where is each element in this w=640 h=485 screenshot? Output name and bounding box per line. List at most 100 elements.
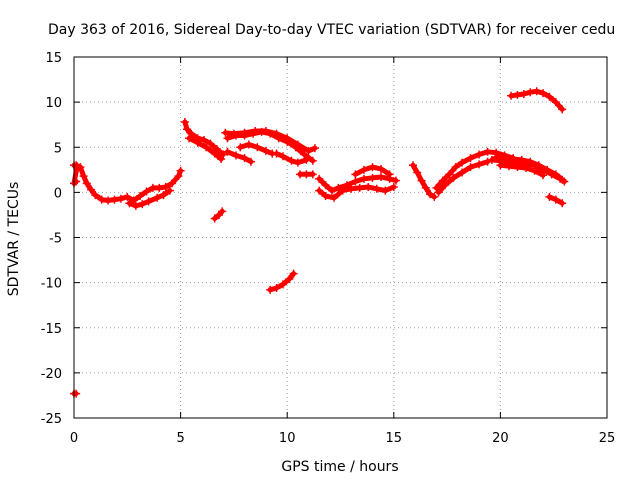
- series-arc-11h-to-15h: [315, 173, 400, 195]
- data-point: [432, 183, 441, 192]
- data-point: [185, 134, 194, 143]
- data-point: [136, 191, 145, 200]
- data-point: [545, 192, 554, 201]
- series-arc-11h-to-15h-lower: [315, 182, 398, 202]
- data-point: [272, 129, 281, 138]
- data-point: [193, 138, 202, 147]
- data-point: [161, 182, 170, 191]
- data-point: [125, 199, 134, 208]
- data-point: [176, 166, 185, 175]
- data-point: [304, 146, 313, 155]
- series-line: [225, 149, 254, 165]
- data-point: [302, 155, 311, 164]
- y-axis-label: SDTVAR / TECUs: [6, 182, 22, 297]
- y-tick-label: 5: [54, 141, 62, 156]
- data-point: [347, 184, 356, 193]
- data-point: [532, 87, 541, 96]
- data-point: [310, 144, 319, 153]
- data-point: [123, 192, 132, 201]
- data-point: [72, 389, 81, 398]
- data-point: [229, 129, 238, 138]
- data-point: [500, 154, 509, 163]
- data-point: [223, 134, 232, 143]
- data-point: [283, 134, 292, 143]
- data-point: [368, 173, 377, 182]
- data-point: [110, 195, 119, 204]
- data-point: [496, 161, 505, 170]
- data-point: [174, 172, 183, 181]
- data-point: [104, 196, 113, 205]
- data-point: [475, 150, 484, 159]
- data-point: [466, 163, 475, 172]
- x-tick-label: 10: [279, 431, 296, 446]
- data-point: [521, 164, 530, 173]
- y-tick-label: -20: [41, 367, 62, 382]
- data-point: [182, 125, 191, 134]
- data-point: [440, 181, 449, 190]
- data-point: [389, 182, 398, 191]
- data-point: [417, 176, 426, 185]
- data-point: [155, 183, 164, 192]
- data-point: [504, 162, 513, 171]
- data-point: [530, 166, 539, 175]
- data-point: [116, 194, 125, 203]
- data-point: [253, 143, 262, 152]
- data-point: [539, 89, 548, 98]
- y-tick-label: 15: [45, 51, 62, 66]
- data-point: [278, 280, 287, 289]
- data-point: [308, 156, 317, 165]
- data-point: [300, 150, 309, 159]
- data-point: [223, 147, 232, 156]
- data-point: [266, 285, 275, 294]
- data-point: [372, 184, 381, 193]
- data-point: [558, 175, 567, 184]
- data-point: [251, 127, 260, 136]
- data-point: [438, 176, 447, 185]
- series-arc-7h-lower: [223, 147, 255, 166]
- data-point: [368, 163, 377, 172]
- data-point: [364, 182, 373, 191]
- data-point: [377, 164, 386, 173]
- data-point: [408, 161, 417, 170]
- data-point: [200, 136, 209, 145]
- data-point: [217, 154, 226, 163]
- data-point: [509, 154, 518, 163]
- data-point: [97, 195, 106, 204]
- data-point: [558, 105, 567, 114]
- series-arc-lower-early: [125, 186, 174, 210]
- data-point: [466, 154, 475, 163]
- data-point: [492, 153, 501, 162]
- data-point: [351, 177, 360, 186]
- data-point: [91, 191, 100, 200]
- series-arc-9h-to-10h-mid: [272, 149, 311, 167]
- chart-title: Day 363 of 2016, Sidereal Day-to-day VTE…: [48, 22, 615, 38]
- data-point: [240, 128, 249, 137]
- data-point: [293, 140, 302, 149]
- data-point: [426, 190, 435, 199]
- data-point: [138, 200, 147, 209]
- x-tick-label: 5: [176, 431, 184, 446]
- data-point: [377, 173, 386, 182]
- data-point: [202, 143, 211, 152]
- y-tick-label: 0: [54, 186, 62, 201]
- data-point: [519, 90, 528, 99]
- data-point: [287, 156, 296, 165]
- data-point: [321, 191, 330, 200]
- data-point: [285, 275, 294, 284]
- data-point: [272, 284, 281, 293]
- data-point: [244, 140, 253, 149]
- series-segment-10.3h: [295, 170, 317, 179]
- data-point: [315, 174, 324, 183]
- data-point: [359, 165, 368, 174]
- y-tick-label: -10: [41, 277, 62, 292]
- series-arc-13h-upper: [351, 163, 394, 179]
- data-point: [142, 187, 151, 196]
- data-point: [321, 181, 330, 190]
- data-point: [359, 174, 368, 183]
- series-arc-16h-to-17h: [408, 161, 439, 201]
- series-arc-20.5h-to-23h-high: [507, 87, 567, 114]
- data-point: [558, 199, 567, 208]
- data-point: [327, 186, 336, 195]
